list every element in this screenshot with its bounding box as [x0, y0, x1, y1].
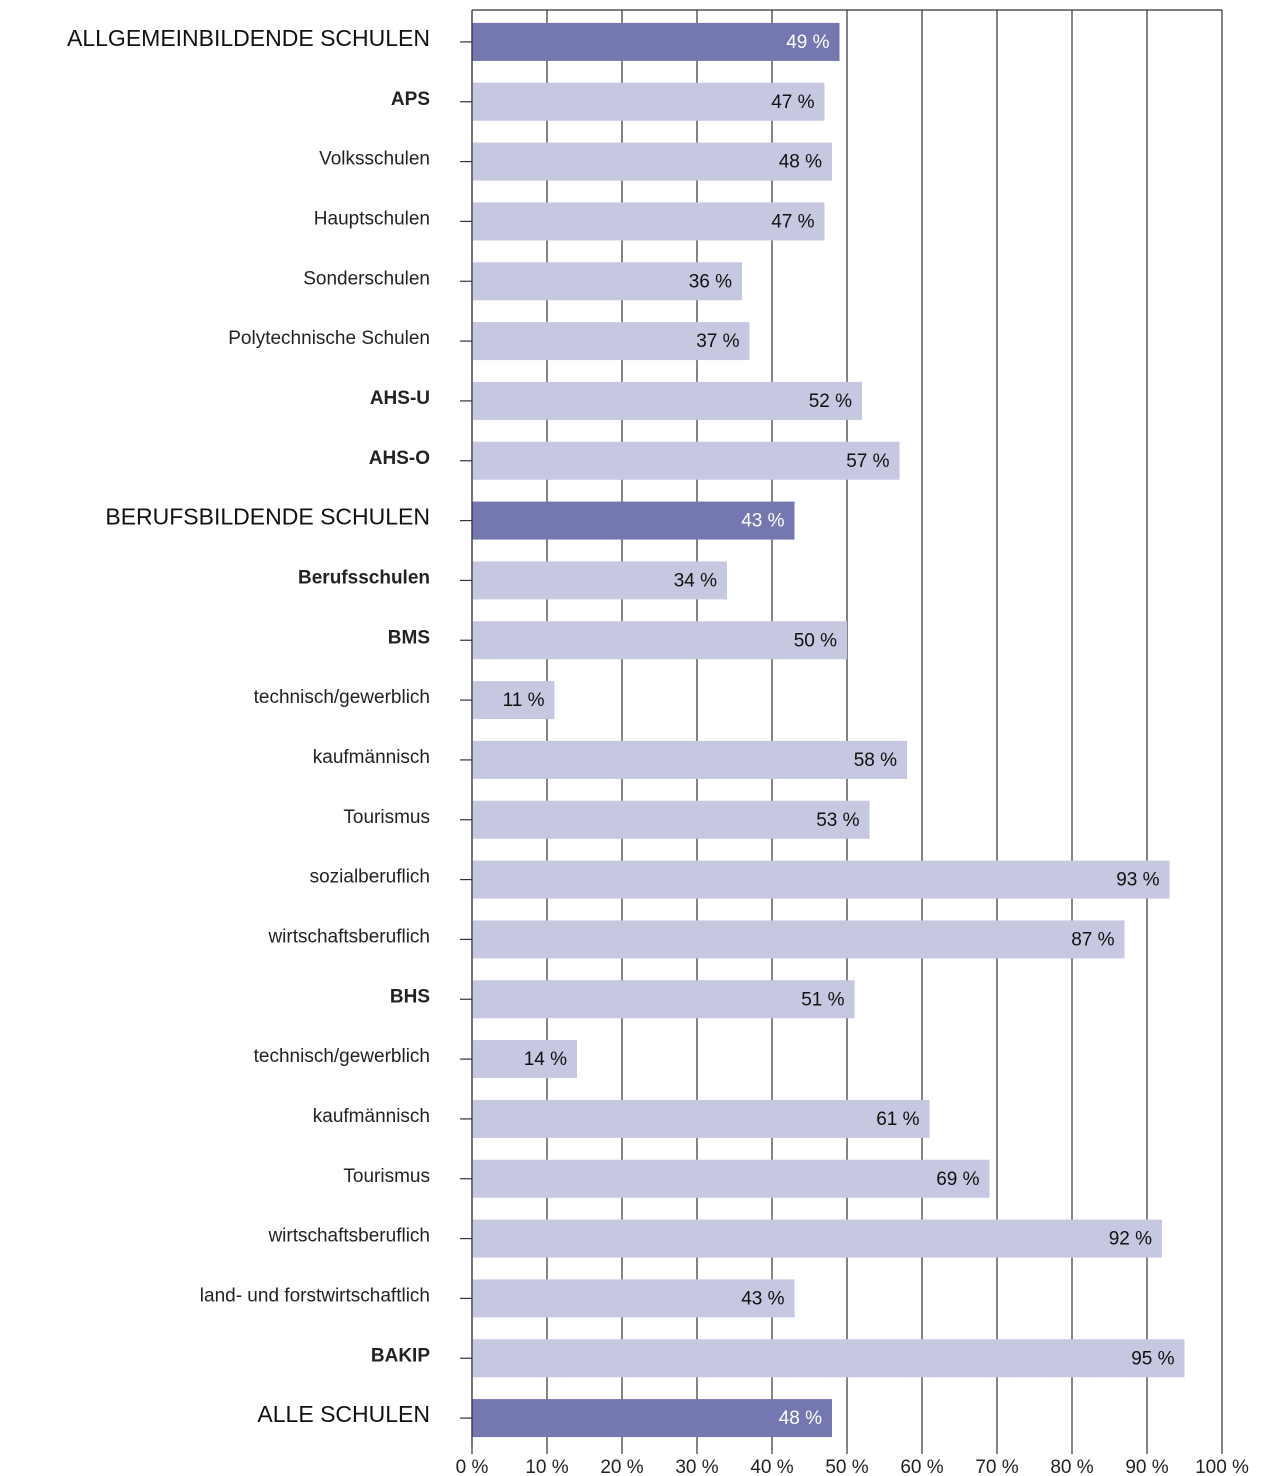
x-tick-label: 10 % [525, 1457, 568, 1476]
value-label: 69 % [936, 1169, 979, 1190]
bar [472, 980, 855, 1019]
bar [472, 1099, 930, 1138]
value-label: 49 % [786, 32, 829, 53]
y-tick-label: AHS-O [369, 448, 430, 469]
value-label: 92 % [1109, 1229, 1152, 1250]
value-label: 47 % [771, 211, 814, 232]
x-tick-label: 20 % [600, 1457, 643, 1476]
bar [472, 501, 795, 540]
value-label: 95 % [1131, 1348, 1174, 1369]
value-label: 53 % [816, 810, 859, 831]
bar [472, 920, 1125, 959]
y-tick-label: Volksschulen [319, 149, 430, 170]
x-tick-label: 100 % [1195, 1457, 1249, 1476]
bar [472, 1279, 795, 1318]
value-label: 11 % [503, 690, 545, 711]
value-label: 37 % [696, 331, 739, 352]
y-tick-label: Sonderschulen [303, 268, 430, 289]
y-tick-label: BAKIP [371, 1345, 430, 1366]
y-tick-label: Polytechnische Schulen [228, 328, 430, 349]
y-tick-label: land- und forstwirtschaftlich [200, 1285, 430, 1306]
bar [472, 1339, 1185, 1378]
bar [472, 322, 750, 361]
y-tick-label: kaufmännisch [313, 747, 430, 768]
value-label: 50 % [794, 630, 837, 651]
bar [472, 800, 870, 839]
bar [472, 22, 840, 61]
bar [472, 441, 900, 480]
value-label: 87 % [1071, 929, 1114, 950]
bar [472, 621, 847, 660]
bar [472, 142, 832, 181]
x-tick-label: 30 % [675, 1457, 718, 1476]
value-label: 34 % [674, 570, 717, 591]
value-label: 48 % [779, 152, 822, 173]
value-label: 48 % [779, 1408, 822, 1429]
value-label: 93 % [1116, 870, 1159, 891]
bar [472, 82, 825, 121]
bar [472, 1159, 990, 1198]
x-tick-label: 40 % [750, 1457, 793, 1476]
bar [472, 381, 862, 420]
y-tick-label: sozialberuflich [310, 867, 430, 888]
y-tick-label: Tourismus [343, 807, 430, 828]
y-tick-label: AHS-U [370, 388, 430, 409]
x-tick-label: 70 % [975, 1457, 1018, 1476]
y-tick-label: wirtschaftsberuflich [267, 1226, 430, 1247]
bar [472, 681, 555, 720]
y-tick-label: Tourismus [343, 1166, 430, 1187]
bar [472, 561, 727, 600]
y-tick-label: BMS [388, 627, 430, 648]
bar [472, 1040, 577, 1079]
y-tick-label: Hauptschulen [314, 208, 430, 229]
x-tick-label: 80 % [1050, 1457, 1093, 1476]
bar [472, 860, 1170, 899]
value-label: 58 % [854, 750, 897, 771]
y-tick-label: technisch/gewerblich [254, 687, 430, 708]
x-tick-label: 50 % [825, 1457, 868, 1476]
value-label: 14 % [524, 1049, 567, 1070]
value-label: 61 % [876, 1109, 919, 1130]
y-tick-label: APS [391, 89, 430, 110]
y-tick-label: BERUFSBILDENDE SCHULEN [105, 504, 430, 530]
value-label: 57 % [846, 451, 889, 472]
bar [472, 740, 907, 779]
value-label: 43 % [741, 1288, 784, 1309]
y-tick-label: Berufsschulen [298, 567, 430, 588]
y-tick-label: kaufmännisch [313, 1106, 430, 1127]
y-tick-label: technisch/gewerblich [254, 1046, 430, 1067]
y-tick-label: ALLE SCHULEN [257, 1401, 430, 1427]
value-label: 51 % [801, 989, 844, 1010]
value-label: 36 % [689, 271, 732, 292]
bar [472, 1399, 832, 1438]
y-tick-label: BHS [390, 986, 430, 1007]
value-label: 43 % [741, 511, 784, 532]
y-tick-label: ALLGEMEINBILDENDE SCHULEN [67, 25, 430, 51]
x-tick-label: 90 % [1125, 1457, 1168, 1476]
y-tick-label: wirtschaftsberuflich [267, 926, 430, 947]
x-tick-label: 60 % [900, 1457, 943, 1476]
bar [472, 202, 825, 241]
value-label: 52 % [809, 391, 852, 412]
bar [472, 262, 742, 301]
bar [472, 1219, 1162, 1258]
x-tick-label: 0 % [456, 1457, 489, 1476]
value-label: 47 % [771, 92, 814, 113]
